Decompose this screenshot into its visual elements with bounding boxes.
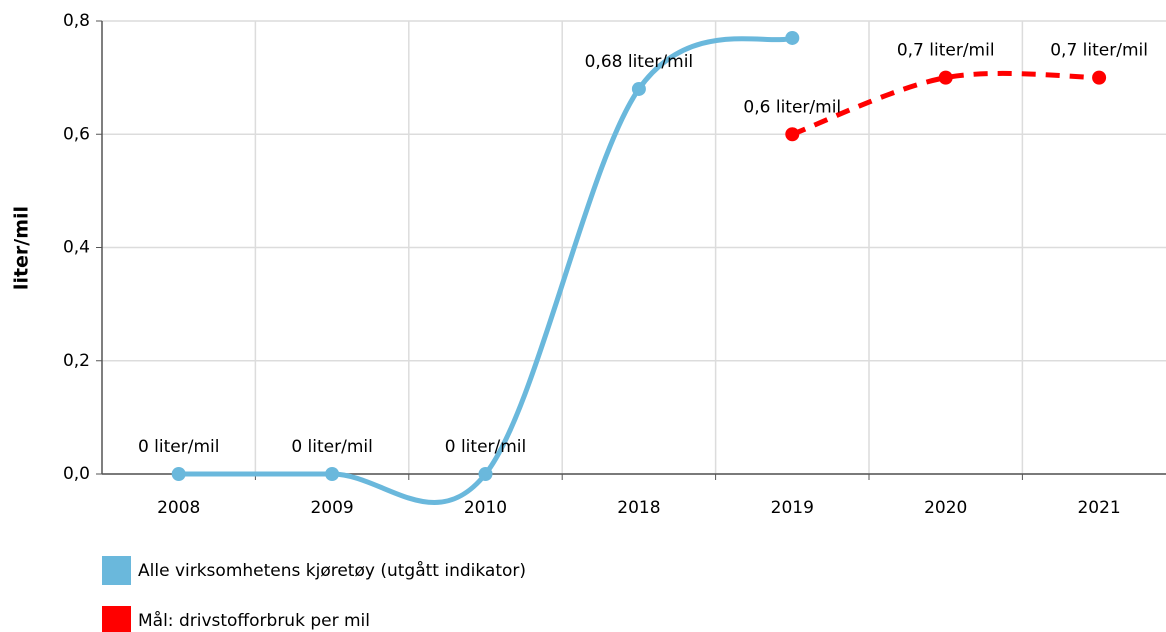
y-axis-title: liter/mil [11,206,33,290]
legend-swatch [102,606,131,632]
x-tick-label: 2019 [771,498,814,518]
series-line [178,35,794,506]
x-tick-label: 2009 [310,498,353,518]
data-label: 0 liter/mil [138,437,220,457]
legend-swatch [102,556,131,585]
x-tick-label: 2020 [924,498,967,518]
data-point [785,127,800,142]
data-label: 0 liter/mil [445,437,527,457]
data-point [938,70,953,85]
data-label: 0 liter/mil [291,437,373,457]
x-tick-label: 2021 [1077,498,1120,518]
x-tick-label: 2018 [617,498,660,518]
data-point [631,81,646,96]
data-point [325,467,340,481]
data-point [1092,70,1107,85]
y-tick-label: 0,8 [63,11,90,31]
y-tick-label: 0,2 [63,351,90,371]
legend-label: Mål: drivstofforbruk per mil [138,610,370,631]
data-point [171,467,186,481]
data-point [478,467,493,481]
x-tick-label: 2010 [464,498,507,518]
legend-label: Alle virksomhetens kjøretøy (utgått indi… [138,560,526,581]
y-tick-label: 0,4 [63,238,90,258]
y-tick-label: 0,0 [63,464,90,484]
data-point [785,30,800,45]
data-label: 0,7 liter/mil [897,41,995,61]
data-label: 0,68 liter/mil [585,52,694,72]
data-label: 0,6 liter/mil [743,97,841,117]
x-tick-label: 2008 [157,498,200,518]
data-label: 0,7 liter/mil [1050,41,1148,61]
y-tick-label: 0,6 [63,124,90,144]
